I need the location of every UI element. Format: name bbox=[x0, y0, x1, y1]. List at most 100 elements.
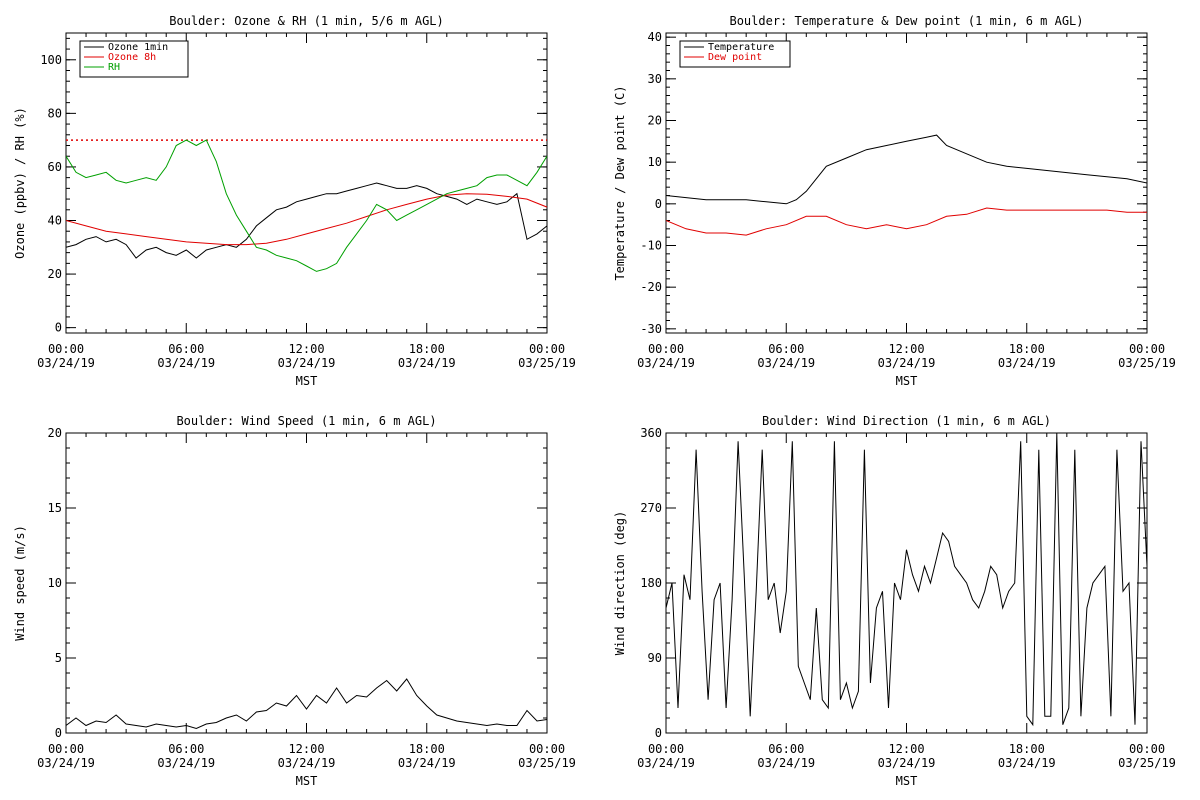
plot-frame bbox=[665, 432, 1148, 734]
y-tick-label: 0 bbox=[655, 197, 662, 211]
x-tick-time: 00:00 bbox=[48, 742, 84, 756]
series-group bbox=[66, 139, 547, 272]
y-tick-label: 0 bbox=[55, 726, 62, 740]
x-tick-date: 03/24/19 bbox=[278, 356, 336, 370]
y-tick-label: 5 bbox=[55, 651, 62, 665]
y-tick-label: 100 bbox=[40, 53, 62, 67]
x-tick-date: 03/25/19 bbox=[1118, 756, 1176, 770]
x-tick-time: 00:00 bbox=[529, 342, 565, 356]
y-tick-label: -20 bbox=[640, 280, 662, 294]
x-tick-date: 03/24/19 bbox=[37, 356, 95, 370]
plot-frame bbox=[65, 32, 548, 334]
y-tick-label: 80 bbox=[48, 106, 62, 120]
series-line-temperature bbox=[666, 134, 1147, 205]
panel-wind_direction: Boulder: Wind Direction (1 min, 6 m AGL)… bbox=[613, 414, 1176, 788]
x-tick-date: 03/24/19 bbox=[37, 756, 95, 770]
series-group bbox=[66, 678, 547, 730]
y-tick-label: 15 bbox=[48, 501, 62, 515]
x-tick-time: 12:00 bbox=[888, 342, 924, 356]
x-tick-time: 12:00 bbox=[288, 742, 324, 756]
chart-title: Boulder: Wind Direction (1 min, 6 m AGL) bbox=[762, 414, 1051, 428]
x-tick-date: 03/24/19 bbox=[398, 356, 456, 370]
x-tick-date: 03/24/19 bbox=[757, 356, 815, 370]
legend-label: Temperature bbox=[708, 42, 774, 53]
x-tick-date: 03/24/19 bbox=[637, 356, 695, 370]
y-tick-label: 20 bbox=[48, 267, 62, 281]
x-tick-time: 06:00 bbox=[768, 742, 804, 756]
panel-wind_speed: Boulder: Wind Speed (1 min, 6 m AGL) 0 5 10… bbox=[13, 414, 576, 788]
panel-ozone_rh: Boulder: Ozone & RH (1 min, 5/6 m AGL) 0 2… bbox=[13, 14, 576, 388]
x-axis-label: MST bbox=[296, 774, 318, 788]
x-tick-time: 18:00 bbox=[1009, 742, 1045, 756]
series-line-1 bbox=[666, 433, 1147, 727]
x-tick-date: 03/24/19 bbox=[757, 756, 815, 770]
x-tick-time: 00:00 bbox=[1129, 742, 1165, 756]
y-tick-label: -10 bbox=[640, 239, 662, 253]
x-tick-date: 03/24/19 bbox=[998, 756, 1056, 770]
x-tick-time: 06:00 bbox=[168, 742, 204, 756]
x-tick-date: 03/25/19 bbox=[1118, 356, 1176, 370]
x-tick-time: 00:00 bbox=[529, 742, 565, 756]
x-tick-date: 03/24/19 bbox=[637, 756, 695, 770]
x-tick-date: 03/24/19 bbox=[878, 756, 936, 770]
y-tick-label: 40 bbox=[48, 214, 62, 228]
chart-title: Boulder: Temperature & Dew point (1 min,… bbox=[729, 14, 1083, 28]
y-tick-label: 180 bbox=[640, 576, 662, 590]
y-tick-label: 20 bbox=[48, 426, 62, 440]
x-tick-time: 00:00 bbox=[48, 342, 84, 356]
series-group bbox=[666, 134, 1147, 236]
x-tick-date: 03/24/19 bbox=[878, 356, 936, 370]
y-tick-label: 0 bbox=[55, 321, 62, 335]
x-tick-date: 03/24/19 bbox=[157, 756, 215, 770]
panel-temp_dew: Boulder: Temperature & Dew point (1 min,… bbox=[613, 14, 1176, 388]
y-axis-label: Wind direction (deg) bbox=[613, 511, 627, 656]
y-tick-label: 10 bbox=[648, 155, 662, 169]
x-tick-date: 03/25/19 bbox=[518, 756, 576, 770]
y-tick-label: 40 bbox=[648, 30, 662, 44]
x-tick-time: 18:00 bbox=[409, 342, 445, 356]
x-tick-time: 12:00 bbox=[888, 742, 924, 756]
x-tick-date: 03/25/19 bbox=[518, 356, 576, 370]
x-tick-time: 12:00 bbox=[288, 342, 324, 356]
y-axis-label: Wind speed (m/s) bbox=[13, 525, 27, 641]
y-tick-label: 0 bbox=[655, 726, 662, 740]
legend-label: Ozone 1min bbox=[108, 42, 168, 53]
series-line-ozone-1min bbox=[66, 182, 547, 259]
x-tick-time: 00:00 bbox=[1129, 342, 1165, 356]
x-tick-time: 18:00 bbox=[409, 742, 445, 756]
x-tick-time: 00:00 bbox=[648, 342, 684, 356]
series-line-1 bbox=[66, 678, 547, 730]
plot-frame bbox=[65, 432, 548, 734]
series-line-ozone-8h bbox=[66, 193, 547, 246]
chart-title: Boulder: Wind Speed (1 min, 6 m AGL) bbox=[176, 414, 436, 428]
chart-title: Boulder: Ozone & RH (1 min, 5/6 m AGL) bbox=[169, 14, 444, 28]
x-tick-date: 03/24/19 bbox=[398, 756, 456, 770]
y-tick-label: -30 bbox=[640, 322, 662, 336]
x-tick-time: 06:00 bbox=[768, 342, 804, 356]
y-tick-label: 30 bbox=[648, 72, 662, 86]
x-tick-date: 03/24/19 bbox=[278, 756, 336, 770]
x-tick-date: 03/24/19 bbox=[998, 356, 1056, 370]
x-tick-time: 06:00 bbox=[168, 342, 204, 356]
series-line-dew-point bbox=[666, 207, 1147, 236]
y-tick-label: 60 bbox=[48, 160, 62, 174]
y-axis-label: Ozone (ppbv) / RH (%) bbox=[13, 107, 27, 259]
y-tick-label: 360 bbox=[640, 426, 662, 440]
legend-label: Dew point bbox=[708, 52, 762, 63]
x-tick-time: 00:00 bbox=[648, 742, 684, 756]
x-axis-label: MST bbox=[896, 774, 918, 788]
legend-label: RH bbox=[108, 62, 120, 73]
y-axis-label: Temperature / Dew point (C) bbox=[613, 85, 627, 280]
legend-box bbox=[679, 40, 791, 68]
x-tick-time: 18:00 bbox=[1009, 342, 1045, 356]
x-axis-label: MST bbox=[896, 374, 918, 388]
plot-frame bbox=[665, 32, 1148, 334]
x-tick-date: 03/24/19 bbox=[157, 356, 215, 370]
series-line-rh bbox=[66, 139, 547, 272]
x-axis-label: MST bbox=[296, 374, 318, 388]
y-tick-label: 270 bbox=[640, 501, 662, 515]
series-group bbox=[666, 433, 1147, 727]
legend-label: Ozone 8h bbox=[108, 52, 156, 63]
y-tick-label: 10 bbox=[48, 576, 62, 590]
